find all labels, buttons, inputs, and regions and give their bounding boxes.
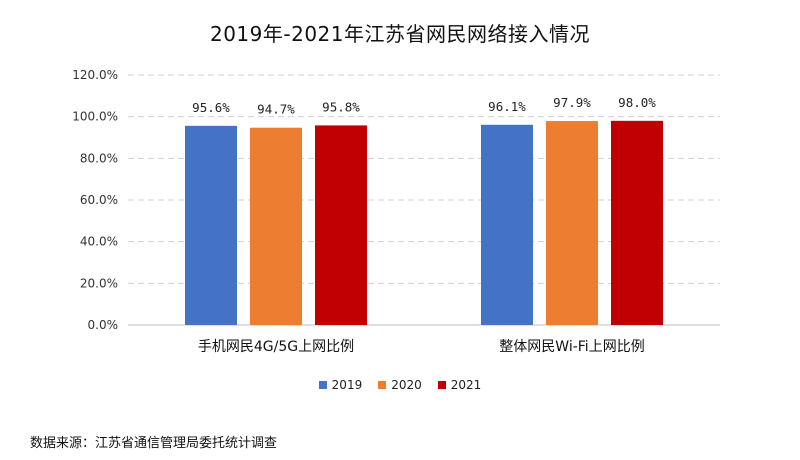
legend-item-2020: 2020 (378, 378, 422, 392)
y-tick-label: 80.0% (80, 151, 118, 165)
legend-item-2021: 2021 (437, 378, 482, 392)
y-tick-label: 40.0% (80, 235, 118, 249)
bar-2019-1 (481, 124, 533, 326)
y-tick-label: 20.0% (80, 276, 118, 290)
data-label: 95.8% (322, 99, 360, 114)
legend-swatch-2020 (378, 381, 387, 389)
data-label: 95.6% (192, 100, 230, 115)
data-label: 98.0% (618, 95, 656, 110)
y-tick-label: 100.0% (72, 110, 118, 124)
y-tick-label: 0.0% (88, 318, 119, 332)
bar-2020-0 (250, 127, 302, 325)
data-label: 94.7% (257, 102, 295, 117)
y-tick-label: 60.0% (80, 193, 118, 207)
bar-2020-1 (546, 121, 598, 326)
legend: 2019 2020 2021 (0, 378, 800, 392)
legend-item-2019: 2019 (318, 378, 363, 392)
data-label: 96.1% (488, 99, 526, 114)
legend-label-2020: 2020 (391, 378, 422, 392)
bar-2021-1 (611, 120, 663, 325)
x-category-label: 手机网民4G/5G上网比例 (198, 339, 354, 355)
legend-swatch-2021 (437, 381, 446, 389)
data-label: 97.9% (553, 95, 591, 110)
legend-label-2019: 2019 (331, 378, 363, 392)
y-tick-label: 120.0% (72, 68, 118, 82)
legend-swatch-2019 (318, 381, 327, 389)
bar-2019-0 (185, 125, 237, 325)
x-category-label: 整体网民Wi-Fi上网比例 (499, 339, 644, 355)
bar-2021-0 (315, 125, 367, 326)
source-note: 数据来源：江苏省通信管理局委托统计调查 (30, 436, 278, 451)
legend-label-2021: 2021 (450, 378, 482, 392)
chart-title: 2019年-2021年江苏省网民网络接入情况 (209, 22, 590, 46)
